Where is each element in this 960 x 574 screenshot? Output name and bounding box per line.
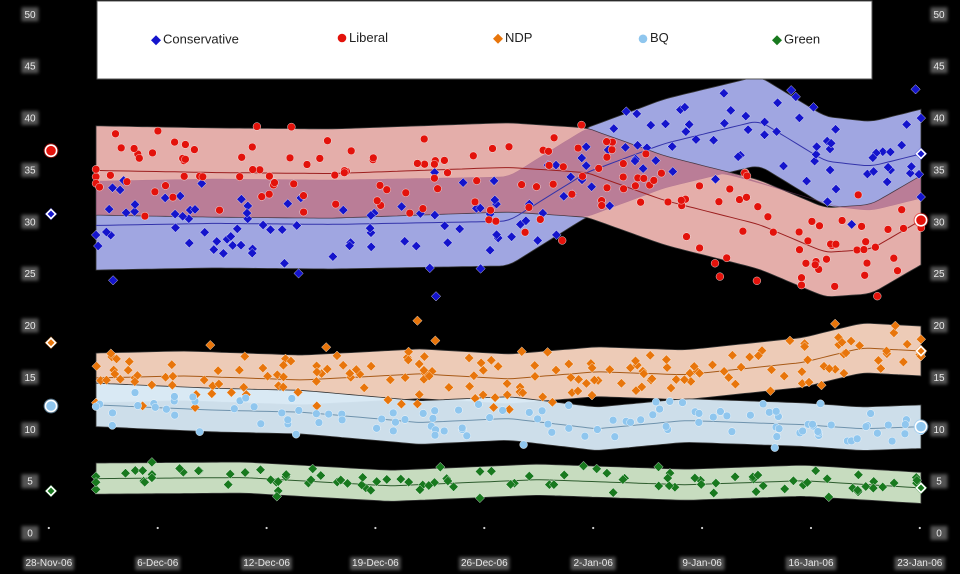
svg-text:15: 15 xyxy=(933,373,945,384)
svg-text:45: 45 xyxy=(24,62,36,73)
svg-text:Green: Green xyxy=(784,32,820,47)
svg-text:19-Dec-06: 19-Dec-06 xyxy=(352,558,399,569)
svg-text:NDP: NDP xyxy=(505,30,532,45)
svg-text:25: 25 xyxy=(933,269,945,280)
svg-text:50: 50 xyxy=(933,10,945,21)
svg-text:5: 5 xyxy=(936,477,942,488)
svg-text:35: 35 xyxy=(24,165,36,176)
svg-text:23-Jan-06: 23-Jan-06 xyxy=(897,558,942,569)
svg-text:10: 10 xyxy=(24,425,36,436)
svg-text:40: 40 xyxy=(933,114,945,125)
svg-text:BQ: BQ xyxy=(650,30,669,45)
svg-text:6-Dec-06: 6-Dec-06 xyxy=(137,558,179,569)
svg-text:50: 50 xyxy=(24,10,36,21)
svg-text:35: 35 xyxy=(933,165,945,176)
svg-text:26-Dec-06: 26-Dec-06 xyxy=(461,558,508,569)
svg-text:20: 20 xyxy=(24,321,36,332)
svg-text:Conservative: Conservative xyxy=(163,32,239,47)
svg-text:20: 20 xyxy=(933,321,945,332)
svg-text:28-Nov-06: 28-Nov-06 xyxy=(25,558,72,569)
svg-text:0: 0 xyxy=(936,529,942,540)
svg-text:45: 45 xyxy=(933,62,945,73)
svg-text:2-Jan-06: 2-Jan-06 xyxy=(573,558,613,569)
svg-text:40: 40 xyxy=(24,114,36,125)
svg-text:30: 30 xyxy=(24,217,36,228)
svg-text:5: 5 xyxy=(27,477,33,488)
svg-text:10: 10 xyxy=(933,425,945,436)
svg-text:30: 30 xyxy=(933,217,945,228)
svg-text:9-Jan-06: 9-Jan-06 xyxy=(682,558,722,569)
svg-text:Liberal: Liberal xyxy=(349,30,388,45)
svg-text:16-Jan-06: 16-Jan-06 xyxy=(788,558,833,569)
svg-text:0: 0 xyxy=(27,529,33,540)
svg-text:15: 15 xyxy=(24,373,36,384)
svg-text:25: 25 xyxy=(24,269,36,280)
svg-text:12-Dec-06: 12-Dec-06 xyxy=(243,558,290,569)
